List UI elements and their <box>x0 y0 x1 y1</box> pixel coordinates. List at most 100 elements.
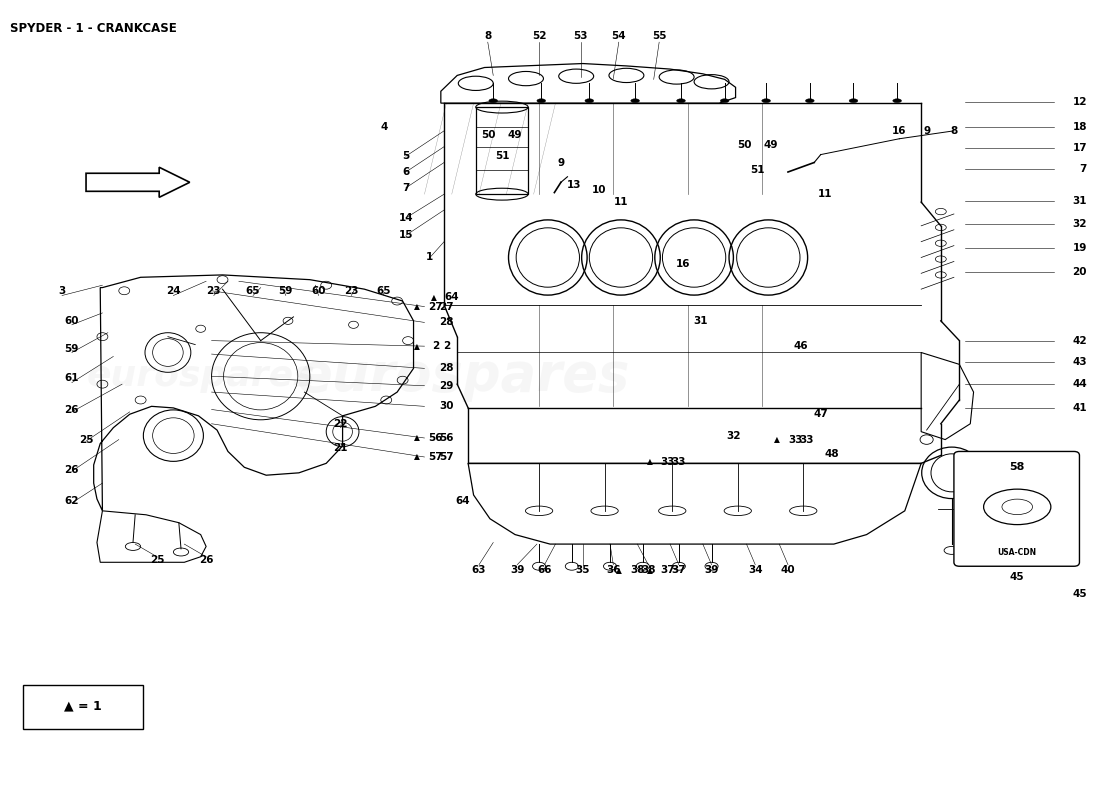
Text: 10: 10 <box>592 186 606 195</box>
Text: 65: 65 <box>245 286 261 296</box>
Text: 17: 17 <box>1072 143 1087 154</box>
Text: 62: 62 <box>65 496 79 506</box>
Text: 23: 23 <box>344 286 359 296</box>
Text: 50: 50 <box>737 140 751 150</box>
Text: 28: 28 <box>439 318 453 327</box>
Text: 65: 65 <box>377 286 392 296</box>
Text: 33: 33 <box>800 434 814 445</box>
Text: 39: 39 <box>510 566 525 575</box>
Text: 66: 66 <box>537 566 552 575</box>
Text: 50: 50 <box>482 130 496 140</box>
Text: 36: 36 <box>606 566 620 575</box>
Ellipse shape <box>762 98 770 102</box>
Text: 43: 43 <box>1072 357 1087 367</box>
Text: 5: 5 <box>403 151 409 161</box>
Text: 32: 32 <box>1072 219 1087 230</box>
Text: 27: 27 <box>428 302 442 311</box>
Text: 14: 14 <box>398 213 414 223</box>
Text: 61: 61 <box>65 373 79 383</box>
Text: ▲: ▲ <box>774 435 780 444</box>
Ellipse shape <box>630 98 639 102</box>
Text: USA-CDN: USA-CDN <box>997 548 1036 558</box>
Text: 44: 44 <box>1072 379 1087 389</box>
Text: 38: 38 <box>630 566 645 575</box>
Text: 11: 11 <box>614 197 628 207</box>
Text: 23: 23 <box>207 286 221 296</box>
Text: 1: 1 <box>427 253 433 262</box>
Text: 35: 35 <box>575 566 590 575</box>
Text: 64: 64 <box>444 292 459 302</box>
Ellipse shape <box>893 98 902 102</box>
Text: 16: 16 <box>892 126 906 136</box>
Text: 55: 55 <box>652 31 667 41</box>
Ellipse shape <box>805 98 814 102</box>
Ellipse shape <box>537 98 546 102</box>
Text: ▲: ▲ <box>415 342 420 350</box>
Text: 47: 47 <box>813 410 828 419</box>
Ellipse shape <box>585 98 594 102</box>
Text: 59: 59 <box>65 343 79 354</box>
Text: ▲ = 1: ▲ = 1 <box>64 700 101 713</box>
Ellipse shape <box>849 98 858 102</box>
Text: 11: 11 <box>817 189 833 199</box>
Text: 51: 51 <box>495 151 509 161</box>
Text: 8: 8 <box>950 126 957 136</box>
Text: 4: 4 <box>381 122 388 132</box>
Text: 21: 21 <box>333 442 348 453</box>
Text: ▲: ▲ <box>415 434 420 442</box>
Text: 2: 2 <box>442 341 450 351</box>
Text: eurospares: eurospares <box>296 350 629 402</box>
Text: 42: 42 <box>1072 336 1087 346</box>
Text: 58: 58 <box>1009 462 1024 472</box>
Text: 9: 9 <box>923 126 931 136</box>
Text: 40: 40 <box>781 566 795 575</box>
Text: 27: 27 <box>439 302 453 311</box>
Text: 33: 33 <box>789 434 803 445</box>
Text: 2: 2 <box>431 341 439 351</box>
Text: 6: 6 <box>403 167 409 177</box>
Text: 60: 60 <box>311 286 326 296</box>
Text: 57: 57 <box>428 452 442 462</box>
Text: ▲: ▲ <box>415 453 420 462</box>
Text: 22: 22 <box>333 418 348 429</box>
Text: 45: 45 <box>1010 571 1024 582</box>
Text: ▲: ▲ <box>647 458 652 466</box>
Text: 25: 25 <box>79 434 94 445</box>
Text: 37: 37 <box>671 566 686 575</box>
Text: 49: 49 <box>508 130 522 140</box>
Text: 59: 59 <box>278 286 293 296</box>
Text: ▲: ▲ <box>647 566 652 574</box>
Text: 26: 26 <box>65 405 79 414</box>
Text: 34: 34 <box>748 566 762 575</box>
Text: 53: 53 <box>573 31 587 41</box>
FancyArrow shape <box>86 167 189 198</box>
Text: 64: 64 <box>455 496 470 506</box>
Text: 29: 29 <box>439 381 453 390</box>
Text: 56: 56 <box>428 433 442 443</box>
Text: eurospares: eurospares <box>87 359 315 394</box>
Text: 15: 15 <box>398 230 414 240</box>
Text: 12: 12 <box>1072 98 1087 107</box>
Text: 60: 60 <box>65 316 79 326</box>
Text: ▲: ▲ <box>616 566 622 574</box>
Text: 13: 13 <box>566 180 581 190</box>
Text: 20: 20 <box>1072 266 1087 277</box>
Text: 31: 31 <box>1072 195 1087 206</box>
Text: 7: 7 <box>1080 164 1087 174</box>
Text: 46: 46 <box>794 341 808 351</box>
Text: 38: 38 <box>641 566 656 575</box>
Text: 9: 9 <box>558 158 564 167</box>
Text: 56: 56 <box>439 433 453 443</box>
Text: 19: 19 <box>1072 243 1087 253</box>
Text: 45: 45 <box>1072 589 1087 599</box>
Text: 37: 37 <box>661 566 675 575</box>
Text: SPYDER - 1 - CRANKCASE: SPYDER - 1 - CRANKCASE <box>10 22 176 34</box>
FancyBboxPatch shape <box>23 685 143 729</box>
Text: 26: 26 <box>199 555 213 565</box>
Text: 25: 25 <box>150 555 164 565</box>
Text: ▲: ▲ <box>430 293 437 302</box>
Text: 54: 54 <box>612 31 626 41</box>
Text: 32: 32 <box>726 430 740 441</box>
Text: 41: 41 <box>1072 403 1087 413</box>
Text: 31: 31 <box>693 316 708 326</box>
